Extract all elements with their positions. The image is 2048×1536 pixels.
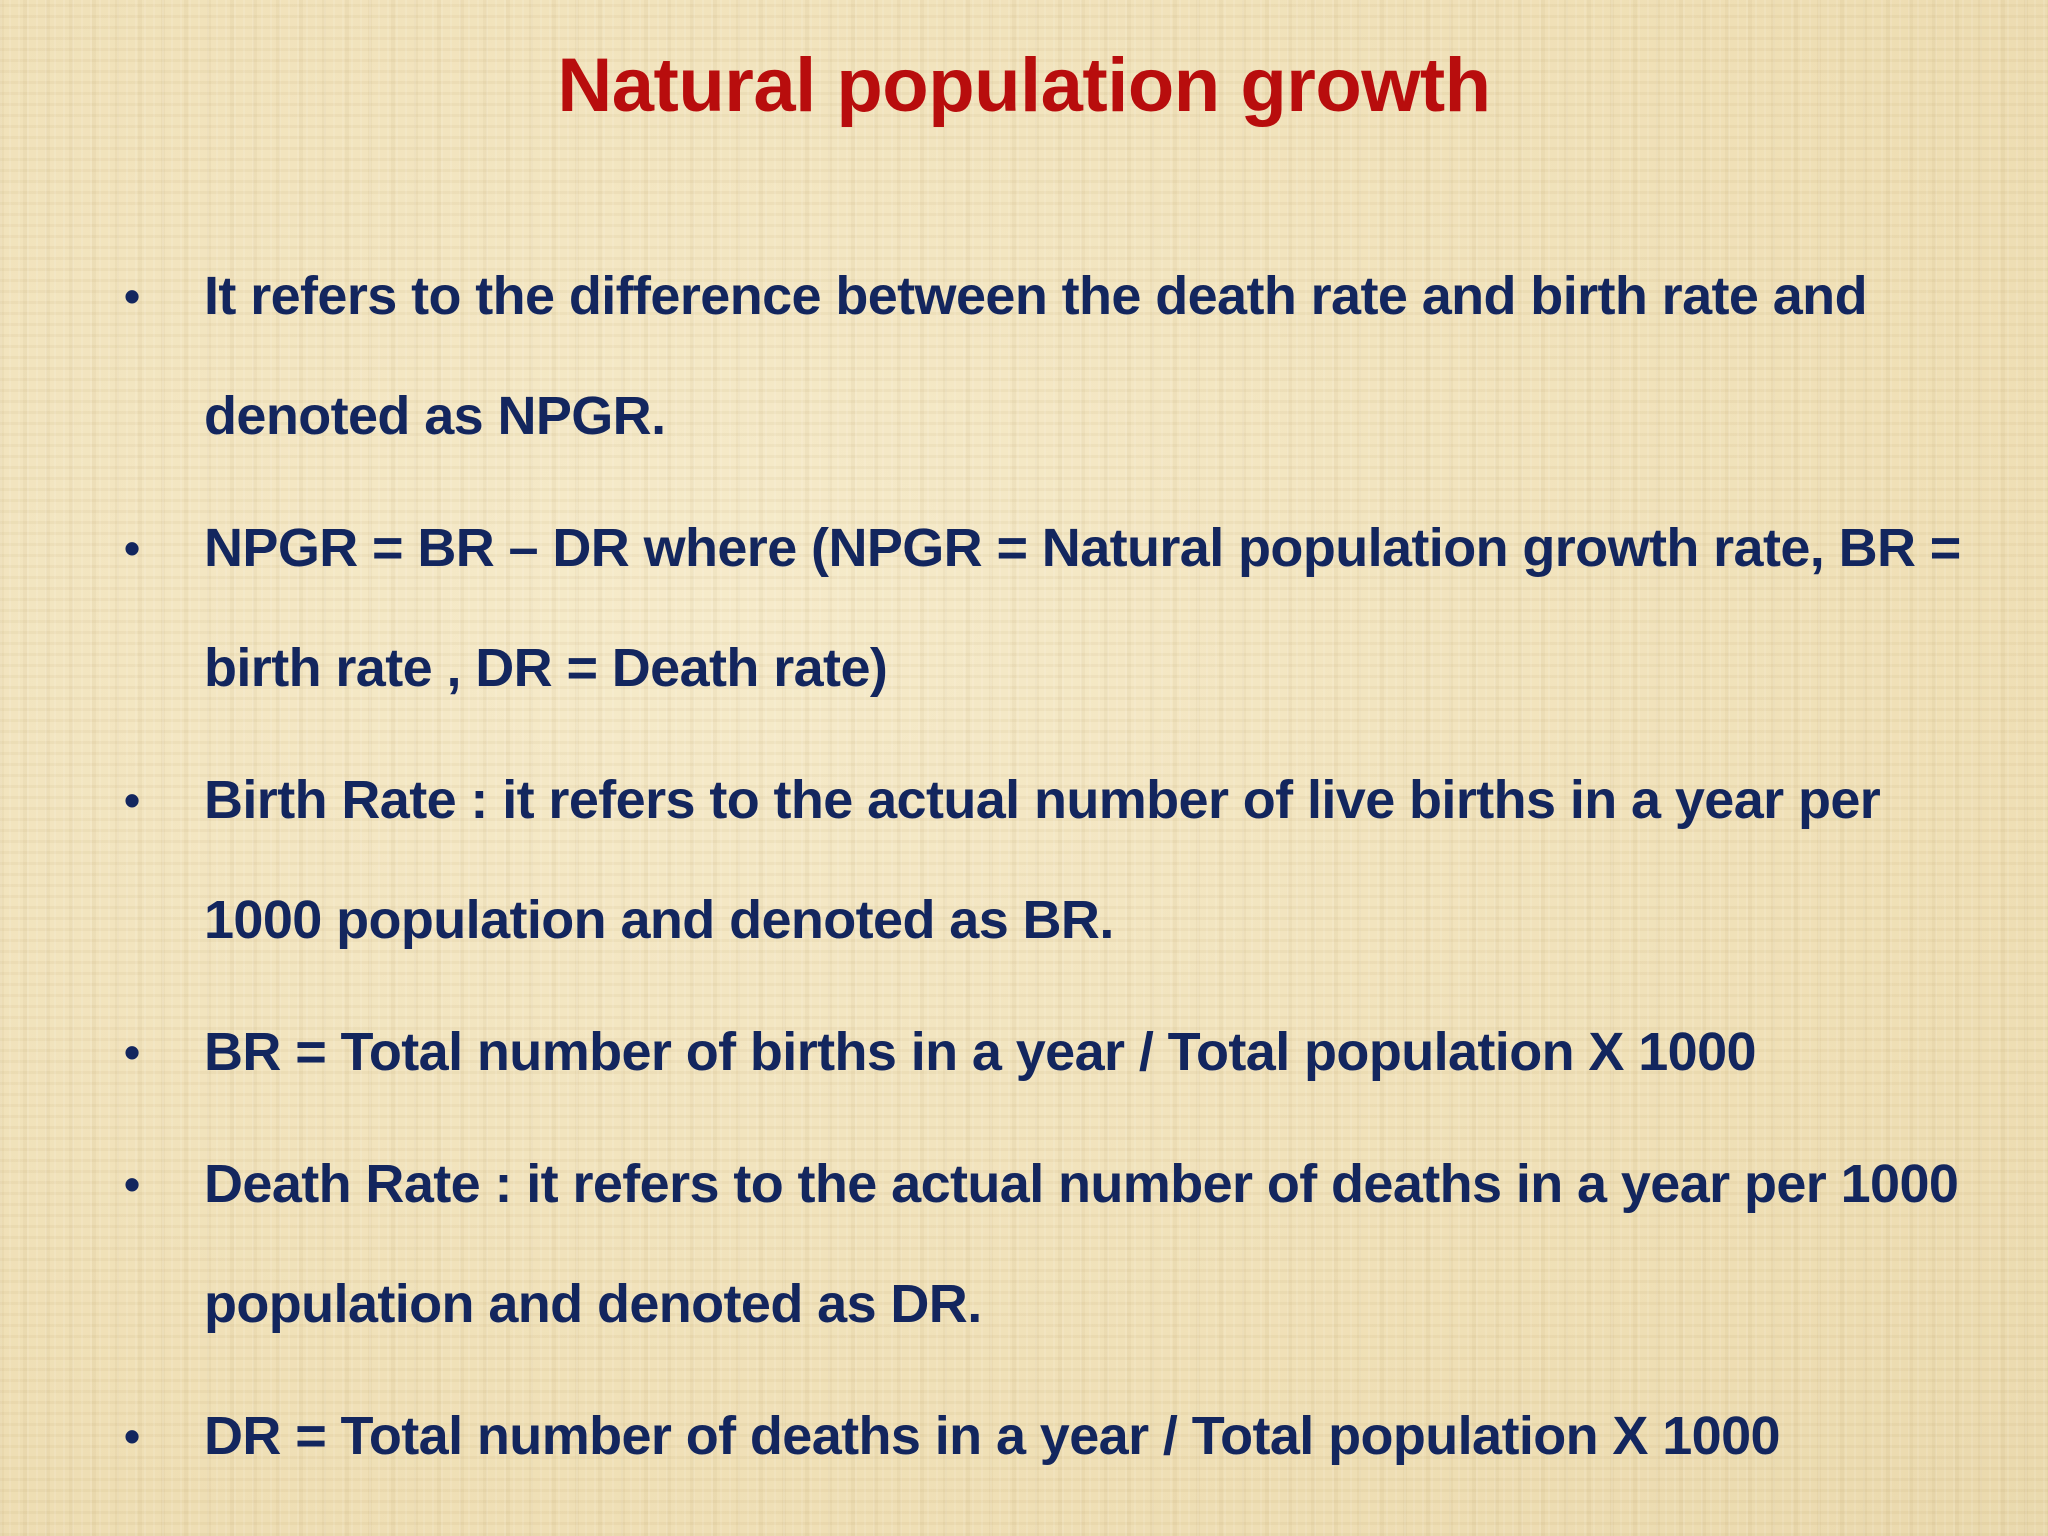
bullet-item: • BR = Total number of births in a year … [120,992,2000,1112]
bullet-marker: • [124,1158,140,1210]
bullet-list: • It refers to the difference between th… [120,236,2000,1508]
bullet-item: • Birth Rate : it refers to the actual n… [120,740,2000,980]
bullet-text: NPGR = BR – DR where (NPGR = Natural pop… [204,518,1961,698]
bullet-item: • NPGR = BR – DR where (NPGR = Natural p… [120,488,2000,728]
bullet-marker: • [124,270,140,322]
bullet-marker: • [124,1026,140,1078]
bullet-item: • Death Rate : it refers to the actual n… [120,1124,2000,1364]
slide-title: Natural population growth [557,43,1491,128]
bullet-marker: • [124,774,140,826]
bullet-item: • DR = Total number of deaths in a year … [120,1376,2000,1496]
bullet-item: • It refers to the difference between th… [120,236,2000,476]
bullet-text: BR = Total number of births in a year / … [204,1022,1757,1082]
bullet-marker: • [124,522,140,574]
bullet-text: Birth Rate : it refers to the actual num… [204,770,1881,950]
bullet-text: It refers to the difference between the … [204,266,1868,446]
bullet-text: Death Rate : it refers to the actual num… [204,1154,1959,1334]
bullet-marker: • [124,1410,140,1462]
bullet-text: DR = Total number of deaths in a year / … [204,1406,1781,1466]
